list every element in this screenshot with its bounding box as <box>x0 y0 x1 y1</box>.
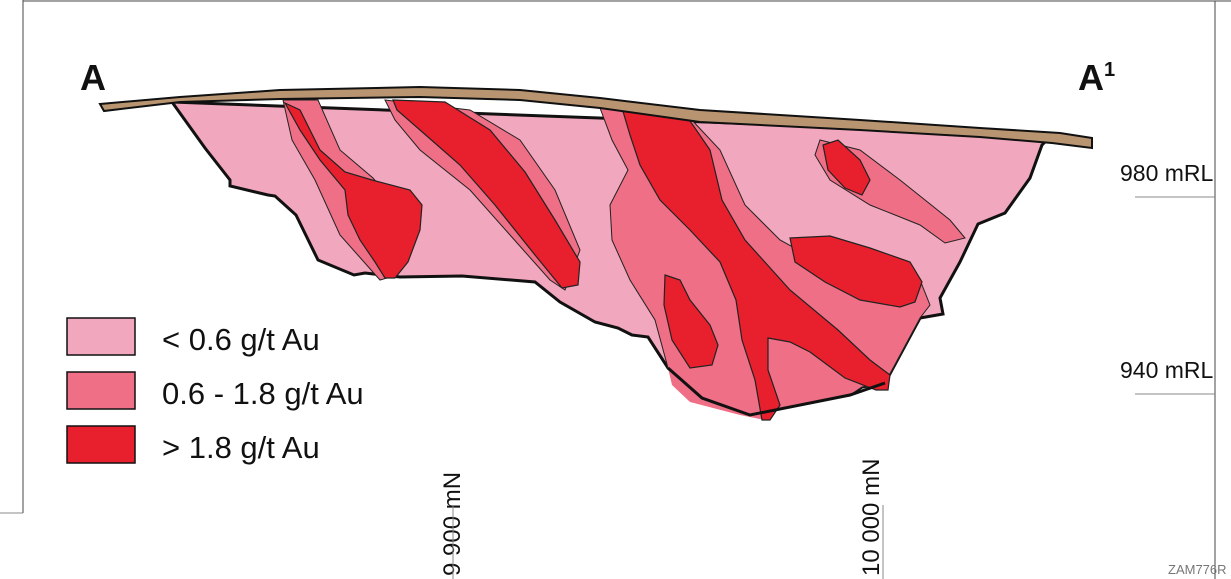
mid-grade-base-sliver <box>668 368 770 420</box>
high-grade-body-3 <box>621 107 891 421</box>
legend-swatch-high <box>66 425 136 464</box>
legend-swatch-mid <box>66 371 136 410</box>
section-end-label: A1 <box>1078 57 1115 98</box>
high-grade-body-4 <box>663 274 719 369</box>
legend: < 0.6 g/t Au 0.6 - 1.8 g/t Au > 1.8 g/t … <box>66 317 364 465</box>
legend-label-high: > 1.8 g/t Au <box>162 430 320 465</box>
high-grade-body-6 <box>822 139 871 196</box>
high-grade-body-5 <box>789 235 923 308</box>
high-grade-body-1 <box>283 101 423 279</box>
level-label-980: 980 mRL <box>1120 160 1214 186</box>
level-label-940: 940 mRL <box>1120 357 1214 383</box>
pit-floor-line <box>667 366 886 417</box>
legend-label-low: < 0.6 g/t Au <box>162 322 320 357</box>
high-grade-body-2 <box>392 99 581 289</box>
figure-code: ZAM776R <box>1168 562 1227 577</box>
section-start-label: A <box>80 57 106 98</box>
section-end-superscript: 1 <box>1104 59 1115 81</box>
northing-label-10000: 10 000 mN <box>858 459 885 576</box>
legend-label-mid: 0.6 - 1.8 g/t Au <box>162 376 364 411</box>
legend-swatch-low <box>66 317 136 356</box>
overburden-layer <box>98 85 1093 150</box>
